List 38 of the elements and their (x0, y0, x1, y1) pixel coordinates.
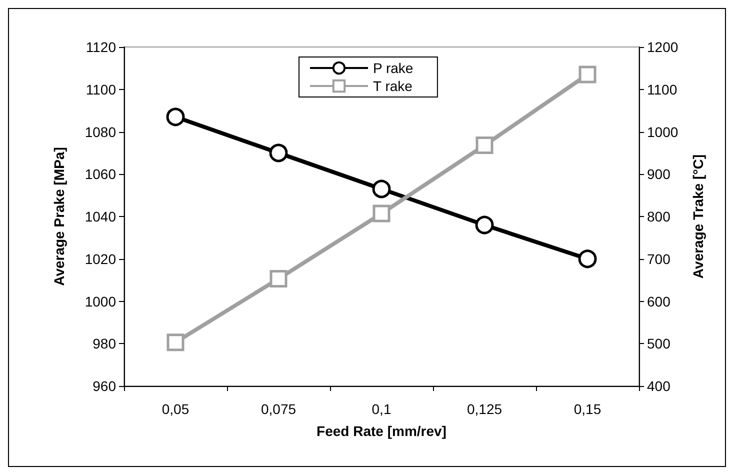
y2-tick-label: 900 (647, 166, 671, 182)
x-tick-label: 0,15 (574, 401, 602, 417)
x-axis-title: Feed Rate [mm/rev] (316, 423, 446, 439)
y-axis-title: Average Prake [MPa] (51, 147, 67, 286)
y-tick-label: 960 (92, 378, 116, 394)
y-tick-label: 1100 (86, 81, 116, 98)
y2-tick-label: 500 (647, 336, 671, 352)
legend-label: P rake (373, 60, 414, 76)
y-tick-label: 1040 (84, 208, 116, 224)
point (269, 144, 288, 162)
point (166, 334, 184, 352)
y2-tick-label: 400 (647, 378, 671, 394)
y2-tick-label: 800 (647, 208, 671, 224)
point (372, 204, 390, 222)
point (578, 66, 596, 84)
point (578, 250, 597, 268)
y-tick-label: 1000 (84, 293, 116, 310)
x-tick-label: 0,075 (260, 401, 296, 417)
y2-tick-label: 1200 (647, 39, 678, 55)
x-tick-label: 0,05 (162, 401, 190, 417)
x-tick-label: 0,125 (466, 401, 502, 417)
y2-tick-label: 1100 (647, 81, 678, 98)
point (270, 270, 288, 288)
y-tick-label: 1120 (86, 39, 116, 55)
y-tick-label: 1020 (84, 250, 116, 267)
y-tick-label: 980 (92, 336, 116, 352)
legend-label: T rake (373, 78, 413, 94)
y2-tick-label: 600 (647, 293, 671, 310)
y-tick-label: 1060 (84, 166, 116, 182)
point (475, 216, 494, 234)
point (476, 136, 494, 154)
y2-tick-label: 700 (647, 250, 671, 267)
point (372, 180, 391, 198)
y2-tick-label: 1000 (647, 124, 678, 140)
x-tick-label: 0,1 (372, 401, 392, 417)
point (166, 108, 185, 126)
y2-axis-title: Average Trake [°C] (690, 154, 706, 279)
y-tick-label: 1080 (84, 124, 116, 140)
